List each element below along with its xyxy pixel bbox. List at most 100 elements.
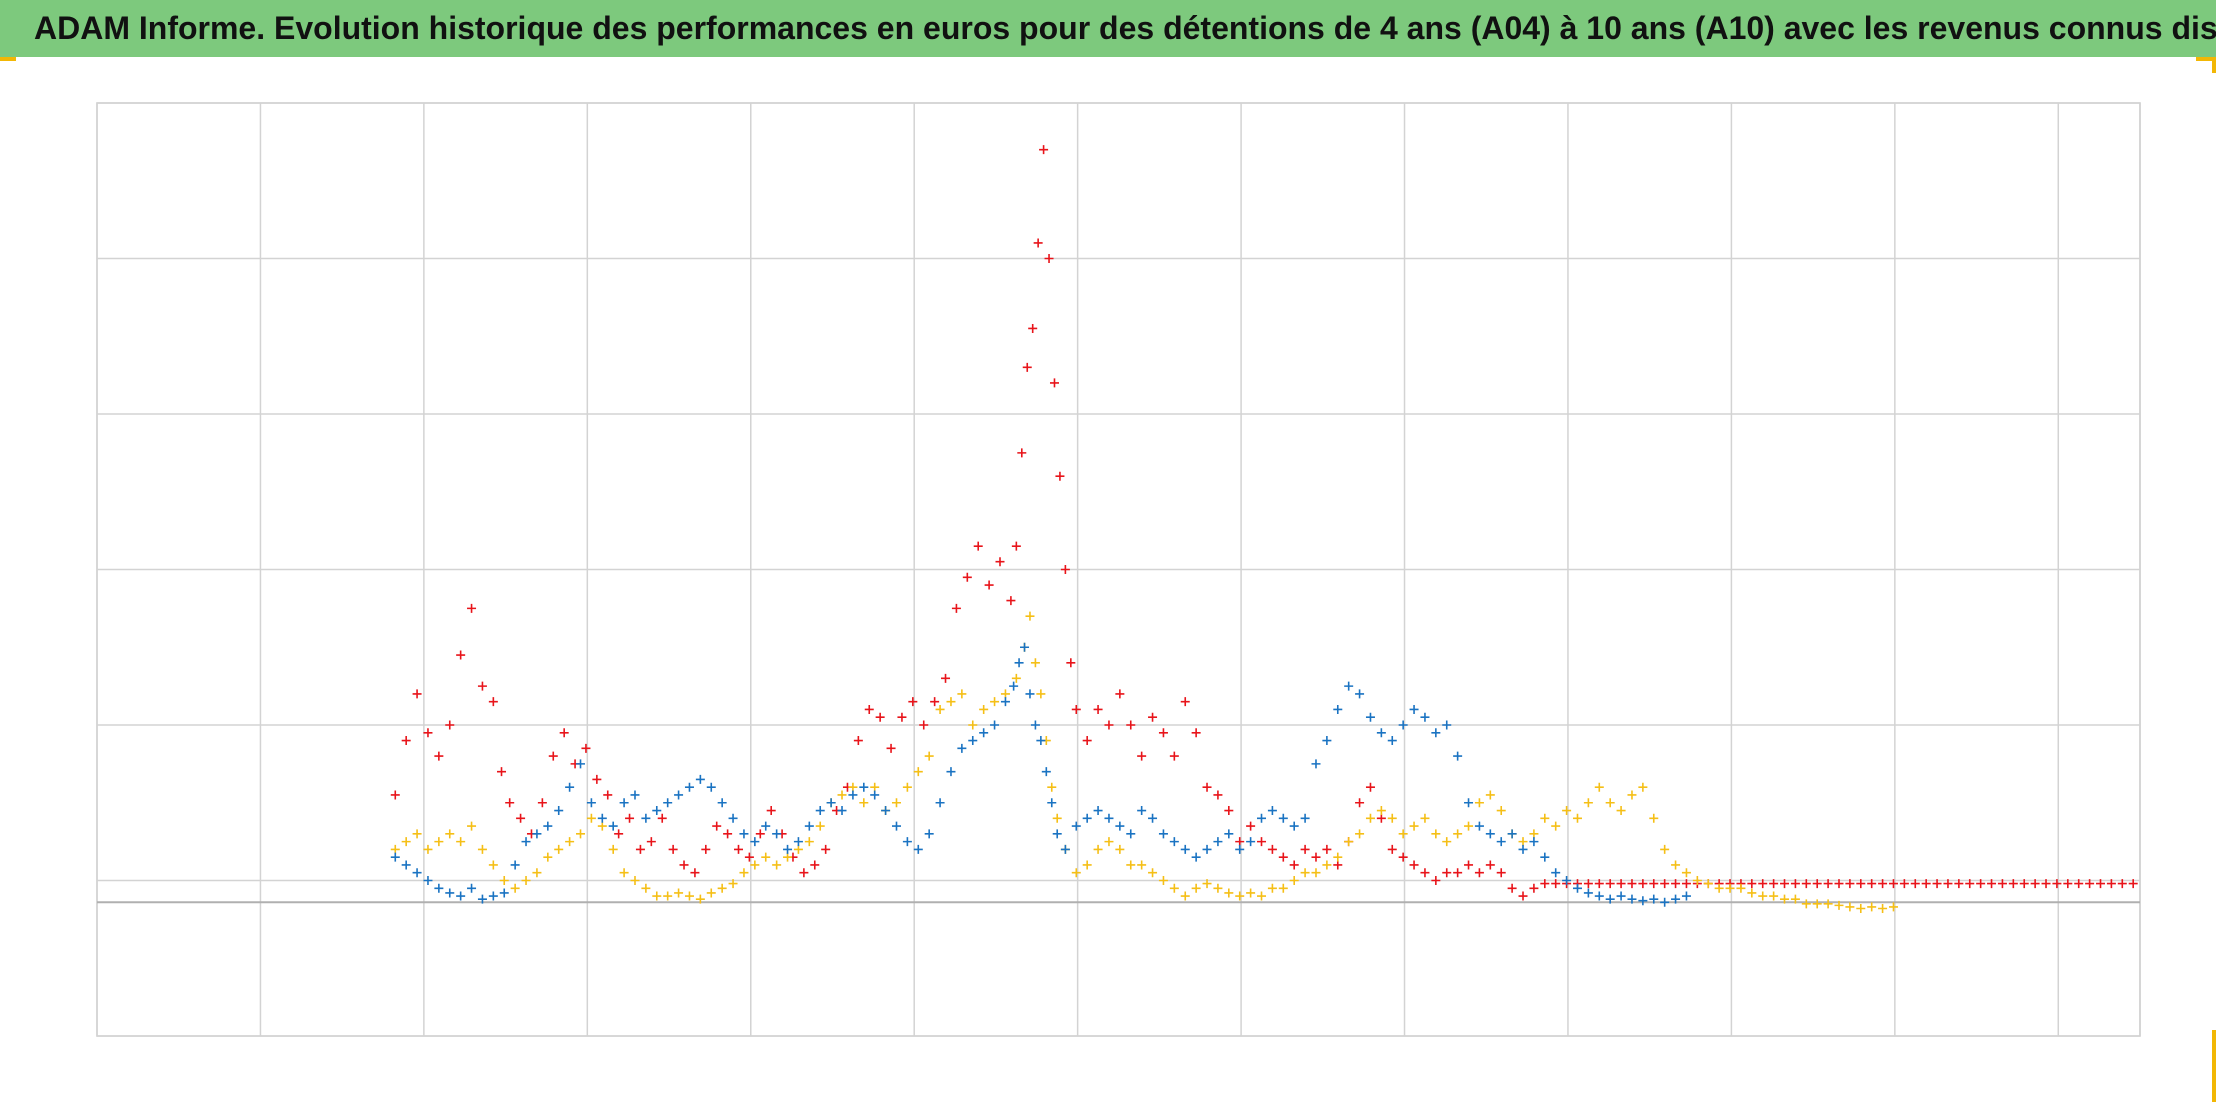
series-3-point-19 [597,813,607,823]
series-1-point-85 [1246,821,1256,831]
series-3-point-50 [935,798,945,808]
series-3-point-74 [1148,813,1158,823]
series-2-point-24 [652,891,662,901]
series-2-point-96 [1398,829,1408,839]
series-2-point-22 [630,876,640,885]
series-3-point-10 [499,888,509,898]
series-3-point-104 [1474,821,1484,831]
series-3-point-115 [1594,891,1604,901]
series-3-point-106 [1496,837,1506,847]
series-2-point-139 [1867,902,1877,912]
series-2-point-87 [1300,868,1310,878]
series-2-point-81 [1235,891,1245,901]
series-2-point-74 [1158,876,1168,885]
series-2-point-75 [1169,883,1179,893]
series-1-point-102 [1431,876,1441,885]
series-1-point-51 [941,673,951,683]
series-3-point-27 [684,782,694,792]
series-1-point-138 [1823,879,1833,889]
series-3-point-53 [968,736,978,746]
series-3-point-85 [1267,806,1277,816]
series-1-point-108 [1496,868,1506,878]
series-3-point-31 [728,813,738,823]
series-1-point-91 [1311,852,1321,862]
series-2-point-77 [1191,883,1201,893]
series-3-point-89 [1311,759,1321,769]
series-2-point-69 [1104,837,1114,847]
series-2-point-14 [543,852,553,862]
series-3-point-63 [1041,767,1051,777]
frame-corner-bottom-right [2212,1030,2216,1102]
series-3-point-71 [1115,821,1125,831]
series-2-point-63 [1047,782,1057,792]
series-3 [390,642,1691,907]
series-3-point-44 [870,790,880,800]
series-1-point-11 [505,798,515,808]
series-1-point-83 [1224,806,1234,816]
series-1-point-144 [1888,879,1898,889]
series-3-point-52 [957,743,967,753]
series-1-point-10 [497,767,507,777]
series-2-point-84 [1267,883,1277,893]
series-1-point-149 [1943,879,1953,889]
series-3-point-84 [1257,813,1267,823]
series-2-point-35 [772,860,782,870]
series-3-point-5 [445,888,455,898]
series-1-point-52 [951,603,961,613]
series-3-point-8 [477,894,487,904]
series-1-point-107 [1485,860,1495,870]
series-1-point-119 [1616,879,1626,889]
series-1-point-81 [1202,782,1212,792]
series-1-point-50 [930,697,940,707]
series-3-point-108 [1518,844,1528,854]
series-1-point-118 [1605,879,1615,889]
series-3-point-58 [1014,658,1024,668]
series-1-point-30 [712,821,722,831]
series-3-point-39 [815,806,825,816]
series-2-point-1 [401,837,411,847]
series-3-point-4 [434,883,444,893]
series-1-point-20 [603,790,613,800]
series-2-point-30 [717,883,727,893]
series-1-point-163 [2096,879,2105,889]
series-3-point-59 [1020,642,1030,652]
series-3-point-110 [1540,852,1550,862]
series-1-point-150 [1954,879,1964,889]
series-1-point-48 [908,697,918,707]
series-1-point-122 [1649,879,1659,889]
series-3-point-40 [826,798,836,808]
series-1-point-56 [995,557,1005,567]
series-1-point-6 [456,650,466,660]
series-1-point-140 [1845,879,1855,889]
series-2-point-71 [1126,860,1136,870]
series-2-point-124 [1703,879,1713,889]
series-1-point-145 [1899,879,1909,889]
series-3-point-79 [1202,844,1212,854]
series-2-point-38 [804,837,814,847]
series-1-point-153 [1987,879,1997,889]
series-1-point-2 [412,689,422,699]
series-1-point-24 [646,837,656,847]
series-1-point-1 [401,736,411,746]
series-3-point-25 [663,798,673,808]
series-3-point-94 [1365,712,1375,722]
series-3-point-123 [1681,891,1691,901]
series-1-point-143 [1878,879,1888,889]
series-1-point-34 [755,829,765,839]
series-2-point-125 [1714,883,1724,893]
series-3-point-41 [837,806,847,816]
series-1-point-28 [690,868,700,878]
series-2-point-42 [848,782,858,792]
series-1-point-32 [734,844,744,854]
series-2-point-73 [1148,868,1158,878]
series-3-point-78 [1191,852,1201,862]
series-3-point-35 [772,829,782,839]
series-3-point-28 [695,774,705,784]
series-2-point-21 [619,868,629,878]
series-2-point-131 [1780,894,1790,904]
series-3-point-88 [1300,813,1310,823]
series-3-point-96 [1387,736,1397,746]
series-2-point-2 [412,829,422,839]
series-2-point-86 [1289,876,1299,885]
series-2-point-120 [1660,844,1670,854]
